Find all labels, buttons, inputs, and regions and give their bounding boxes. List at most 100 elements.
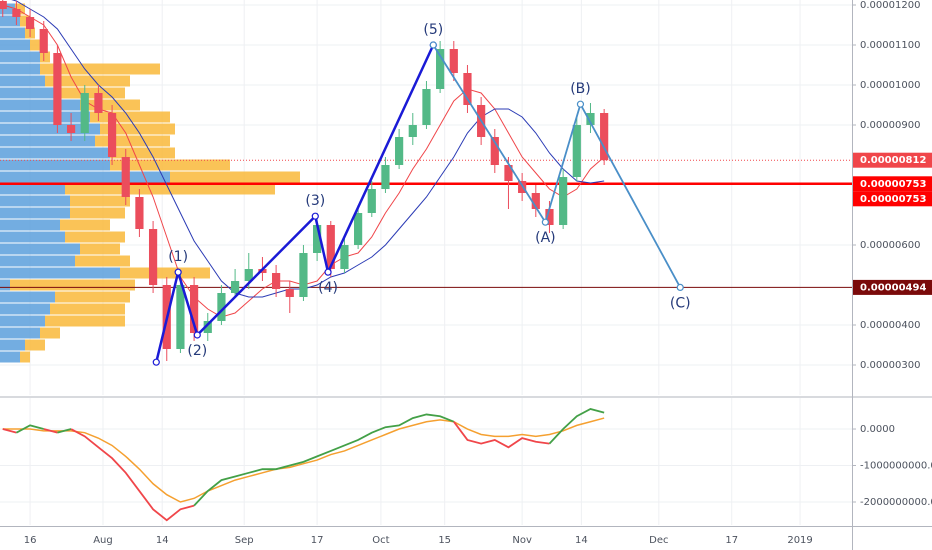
candles <box>0 0 609 361</box>
profile-up <box>0 27 25 39</box>
price-label: 0.00000753 <box>860 179 926 190</box>
profile-down <box>20 351 30 363</box>
profile-down <box>70 195 130 207</box>
x-tick-label: 14 <box>575 535 588 546</box>
profile-up <box>0 159 110 171</box>
profile-down <box>40 51 50 63</box>
candle-body <box>203 321 212 333</box>
candle-body <box>395 137 404 165</box>
wave-point <box>324 268 332 276</box>
wave-label: (2) <box>187 343 207 359</box>
x-tick-label: Sep <box>235 535 254 546</box>
profile-up <box>0 231 65 243</box>
price-label: 0.00000753 <box>860 194 926 205</box>
indicator-line <box>2 428 17 434</box>
candle-body <box>94 93 103 113</box>
profile-down <box>10 279 135 291</box>
profile-up <box>0 99 80 111</box>
profile-down <box>65 231 125 243</box>
candle-body <box>313 225 322 253</box>
indicator-line <box>548 407 605 445</box>
x-tick-label: 16 <box>24 535 37 546</box>
y-tick-label: 0.00001100 <box>860 40 920 51</box>
candle-body <box>244 269 253 281</box>
x-tick-label: 17 <box>725 535 738 546</box>
profile-up <box>0 255 75 267</box>
profile-down <box>95 135 170 147</box>
candle-body <box>354 213 363 245</box>
candle-body <box>176 285 185 349</box>
signal-line <box>2 417 605 503</box>
indicator-line <box>57 428 72 434</box>
wave-label: (C) <box>670 295 691 311</box>
indicator <box>2 407 605 522</box>
x-tick-label: 2019 <box>787 535 812 546</box>
wave-point <box>174 268 182 276</box>
profile-up <box>0 339 25 351</box>
profile-down <box>80 99 140 111</box>
wave-point <box>311 212 319 220</box>
candle-body <box>504 165 513 181</box>
profile-up <box>0 39 30 51</box>
profile-down <box>100 123 175 135</box>
candle-body <box>600 113 609 161</box>
candle-body <box>545 209 554 225</box>
candle-body <box>0 1 7 9</box>
profile-down <box>110 147 175 159</box>
profile-up <box>0 219 60 231</box>
y-tick-label: 0.00001000 <box>860 80 920 91</box>
profile-up <box>0 243 80 255</box>
candle-body <box>53 53 62 125</box>
candle-body <box>217 293 226 321</box>
profile-down <box>30 39 40 51</box>
axes: 16 Aug 14 Sep 17 Oct 15 Nov 14 Dec 17 2019 0.0000120… <box>24 0 932 546</box>
wave-point <box>676 283 684 291</box>
profile-up <box>0 279 10 291</box>
wave-line <box>432 44 682 288</box>
profile-up <box>0 135 95 147</box>
x-tick-label: Aug <box>93 535 113 546</box>
price-label-box <box>853 279 932 295</box>
profile-down <box>65 183 275 195</box>
profile-down <box>40 63 160 75</box>
profile-down <box>45 75 130 87</box>
candle-body <box>39 29 48 53</box>
candle-body <box>422 89 431 125</box>
wave-label: (1) <box>168 249 188 265</box>
wave-point <box>576 100 585 108</box>
profile-down <box>90 111 170 123</box>
candle-body <box>25 17 35 29</box>
y-tick-label: -2000000000.0000 <box>860 497 932 508</box>
profile-down <box>50 303 125 315</box>
indicator-line <box>43 428 58 434</box>
x-tick-label: Nov <box>512 535 532 546</box>
profile-down <box>25 339 45 351</box>
wave-point <box>193 331 201 339</box>
indicator-line <box>193 413 455 507</box>
profile-up <box>0 195 70 207</box>
profile-up <box>0 351 20 363</box>
price-label: 0.00000494 <box>860 282 926 293</box>
candle-body <box>80 93 89 133</box>
y-tick-label: 0.00000900 <box>860 120 920 131</box>
profile-down <box>80 243 120 255</box>
wave-label: (B) <box>570 81 591 97</box>
wave-point <box>541 218 549 226</box>
wave-line <box>155 44 435 363</box>
price-label-box <box>853 191 932 207</box>
wave-label: (A) <box>535 230 556 246</box>
profile-down <box>20 15 30 27</box>
wave-annotations: (1) (2) (3) (4) (5) (A) (B) (C) <box>152 22 691 366</box>
candle-body <box>490 137 499 165</box>
profile-up <box>0 183 65 195</box>
profile-up <box>0 315 45 327</box>
candle-body <box>381 165 390 189</box>
profile-up <box>0 147 110 159</box>
profile-up <box>0 3 15 15</box>
candle-body <box>272 273 281 289</box>
candle-body <box>135 197 144 229</box>
candle-body <box>66 125 76 133</box>
price-label-box <box>853 152 932 168</box>
y-tick-label: 0.00001200 <box>860 0 920 11</box>
